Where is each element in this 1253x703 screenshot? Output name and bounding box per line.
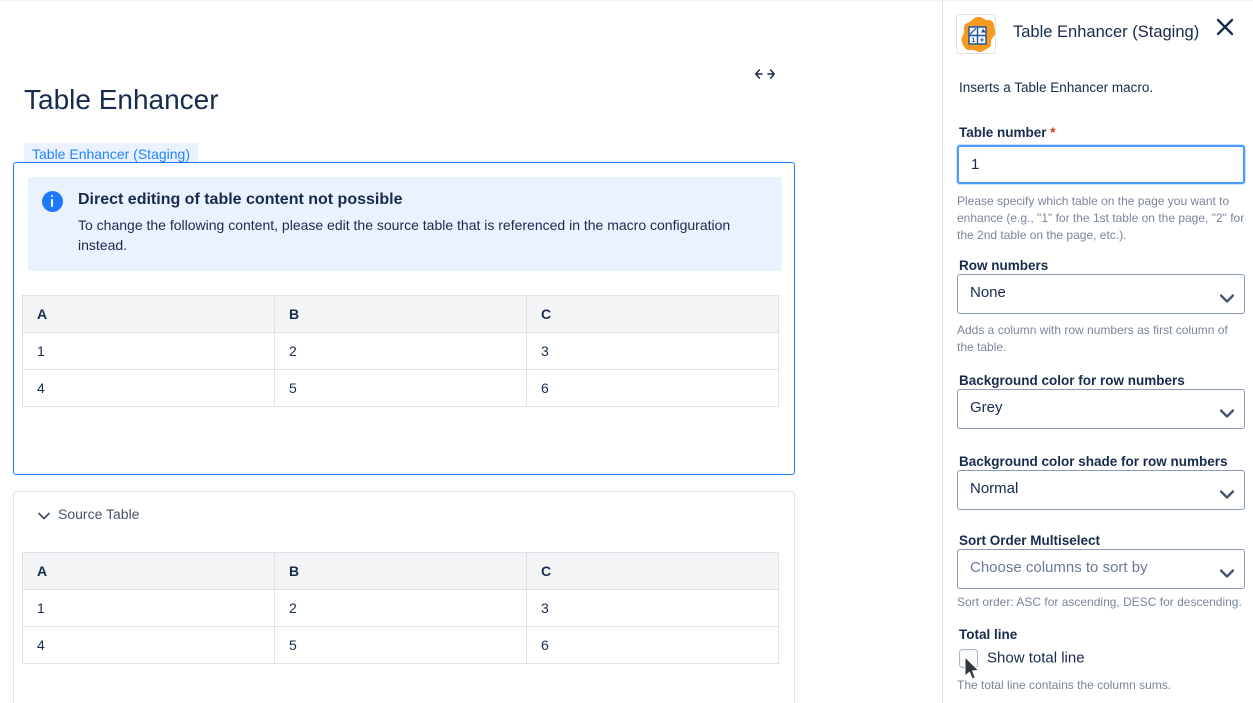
svg-text:+: + xyxy=(980,34,985,44)
svg-text:1: 1 xyxy=(971,37,975,44)
